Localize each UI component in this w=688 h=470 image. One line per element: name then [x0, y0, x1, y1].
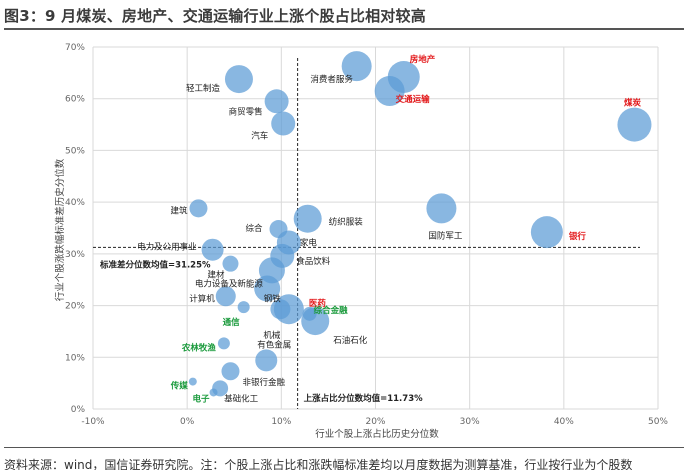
bubble-7 — [426, 193, 457, 224]
bubble-label-2: 交通运输 — [396, 94, 431, 105]
bubble-label-28: 基础化工 — [224, 393, 259, 404]
x-tick-label: 10% — [271, 417, 291, 427]
y-mean-label: 标准差分位数均值=31.25% — [99, 259, 211, 270]
bubble-label-11: 纺织服装 — [329, 217, 364, 228]
y-tick-label: 20% — [65, 302, 85, 312]
bubble-label-24: 有色金属 — [257, 339, 291, 350]
bubble-label-3: 消费者服务 — [310, 74, 353, 85]
bubble-label-1: 房地产 — [410, 54, 436, 65]
bubble-29 — [209, 388, 218, 397]
bubble-13 — [201, 238, 224, 261]
bubble-label-20: 医药 — [309, 298, 327, 309]
bubbles — [188, 51, 652, 397]
bubble-label-8: 银行 — [568, 231, 587, 242]
bubble-26 — [221, 362, 240, 381]
y-tick-label: 60% — [65, 95, 85, 105]
bubble-label-9: 建筑 — [170, 205, 188, 216]
footer-divider — [4, 447, 684, 448]
bubble-label-27: 传媒 — [170, 381, 189, 392]
bubble-label-15: 建材 — [207, 270, 225, 281]
bubble-label-26: 非银行金融 — [242, 377, 285, 388]
y-tick-label: 50% — [65, 146, 85, 156]
bubble-9 — [189, 199, 208, 218]
x-mean-label: 上涨占比分位数均值=11.73% — [304, 393, 424, 404]
bubble-22 — [270, 299, 291, 320]
y-tick-label: 0% — [71, 405, 86, 415]
bubble-label-25: 农林牧渔 — [181, 342, 217, 353]
bubble-label-13: 电力及公用事业 — [137, 242, 197, 253]
bubble-label-18: 计算机 — [189, 293, 215, 304]
y-axis-label: 行业个股涨跌幅标准差历史分位数 — [54, 158, 66, 301]
y-tick-label: 30% — [65, 250, 85, 260]
bubble-27 — [188, 377, 197, 386]
y-tick-label: 70% — [65, 43, 85, 53]
bubble-6 — [271, 111, 296, 136]
bubble-0 — [617, 107, 652, 142]
x-tick-label: 50% — [648, 417, 668, 427]
x-axis-label: 行业个股上涨占比历史分位数 — [315, 428, 439, 440]
bubble-3 — [341, 51, 372, 82]
bubble-19 — [237, 301, 250, 314]
bubble-label-17: 钢铁 — [264, 294, 282, 305]
bubble-label-21: 综合金融 — [314, 305, 349, 316]
bubble-25 — [217, 337, 230, 350]
bubble-5 — [264, 89, 289, 114]
x-tick-label: 0% — [180, 417, 195, 427]
bubble-17 — [254, 275, 281, 302]
bubble-label-10: 综合 — [245, 223, 263, 234]
grid-lines — [92, 46, 659, 410]
x-tick-label: 30% — [460, 417, 480, 427]
y-tick-label: 10% — [65, 353, 85, 363]
bubble-23 — [301, 307, 330, 336]
bubble-label-4: 轻工制造 — [186, 83, 221, 94]
bubble-8 — [530, 216, 563, 249]
bubble-label-19: 通信 — [223, 317, 241, 328]
title-divider — [4, 28, 684, 30]
bubble-chart: -10% 0% 10% 20% 30% 40% 50% 0% 10% 20% 30% 40% 50% 60… — [54, 43, 668, 440]
bubble-label-0: 煤炭 — [624, 98, 642, 109]
bubble-label-29: 电子 — [193, 393, 211, 404]
bubble-label-16: 电力设备及新能源 — [195, 278, 264, 289]
bubble-label-23: 石油石化 — [333, 335, 368, 346]
bubble-label-12: 家电 — [300, 237, 318, 248]
bubble-24 — [255, 349, 278, 372]
x-tick-label: 40% — [554, 417, 574, 427]
x-tick-label: -10% — [81, 417, 105, 427]
bubble-2 — [374, 75, 405, 106]
bubble-label-6: 汽车 — [251, 131, 268, 142]
bubble-11 — [293, 204, 322, 233]
axis-ticks: -10% 0% 10% 20% 30% 40% 50% 0% 10% 20% 30% 40% 50% 60… — [65, 43, 668, 427]
bubble-4 — [224, 65, 253, 94]
bubble-label-5: 商贸零售 — [229, 106, 263, 117]
bubble-label-14: 食品饮料 — [296, 256, 331, 267]
bubble-18 — [215, 286, 236, 307]
x-tick-label: 20% — [365, 417, 385, 427]
bubble-label-22: 机械 — [263, 330, 281, 341]
bubble-15 — [222, 255, 239, 272]
source-note: 资料来源：wind，国信证券研究院。注：个股上涨占比和涨跌幅标准差均以月度数据为… — [4, 458, 633, 470]
y-tick-label: 40% — [65, 198, 85, 208]
bubble-label-7: 国防军工 — [428, 230, 463, 241]
page-title: 图3：9 月煤炭、房地产、交通运输行业上涨个股占比相对较高 — [4, 7, 426, 25]
